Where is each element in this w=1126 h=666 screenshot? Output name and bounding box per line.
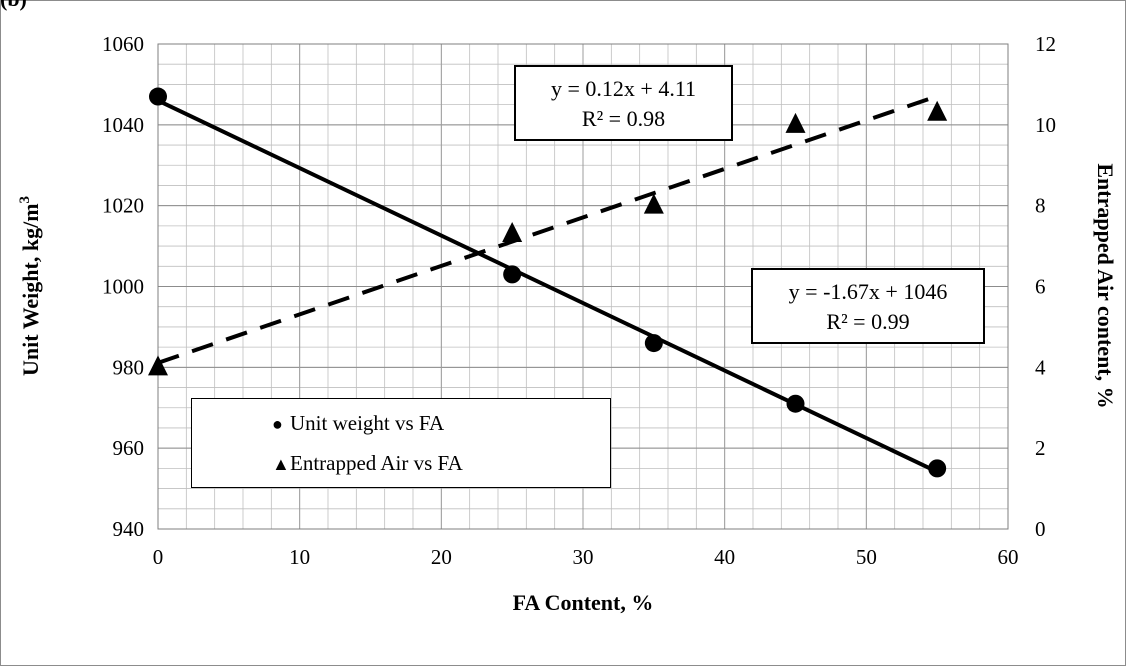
equation-box-unit-weight: y = -1.67x + 1046 R² = 0.99 — [751, 268, 985, 344]
x-tick-label: 0 — [153, 545, 164, 569]
y-left-tick-label: 940 — [113, 517, 145, 541]
point-entrapped-air — [502, 222, 522, 242]
y-left-tick-label: 1020 — [102, 194, 144, 218]
point-unit-weight — [149, 88, 167, 106]
y-left-tick-label: 1060 — [102, 32, 144, 56]
point-unit-weight — [645, 334, 663, 352]
y-right-tick-label: 0 — [1035, 517, 1046, 541]
y-right-tick-label: 10 — [1035, 113, 1056, 137]
legend-item-entrapped-air: ▲ Entrapped Air vs FA — [272, 451, 463, 476]
equation-text: y = -1.67x + 1046 — [753, 277, 983, 307]
x-tick-label: 30 — [573, 545, 594, 569]
x-tick-label: 60 — [998, 545, 1019, 569]
y-right-tick-label: 6 — [1035, 275, 1046, 299]
y-left-tick-label: 960 — [113, 436, 145, 460]
y-right-tick-label: 12 — [1035, 32, 1056, 56]
legend-label: Unit weight vs FA — [290, 411, 444, 436]
y-right-tick-label: 2 — [1035, 436, 1046, 460]
point-entrapped-air — [786, 113, 806, 133]
equation-box-entrapped-air: y = 0.12x + 4.11 R² = 0.98 — [514, 65, 733, 141]
y-left-tick-label: 1000 — [102, 275, 144, 299]
legend: ● Unit weight vs FA ▲ Entrapped Air vs F… — [191, 398, 611, 488]
y-axis-left-title-text: Unit Weight, kg/m — [18, 203, 43, 376]
x-tick-label: 10 — [289, 545, 310, 569]
x-axis-title: FA Content, % — [513, 590, 654, 615]
y-axis-right-title: Entrapped Air content, % — [1093, 163, 1118, 408]
y-axis-left-title-superscript: 3 — [17, 196, 33, 204]
triangle-marker-icon: ▲ — [272, 455, 290, 473]
equation-text: y = 0.12x + 4.11 — [516, 74, 731, 104]
y-left-tick-label: 980 — [113, 355, 145, 379]
y-left-tick-label: 1040 — [102, 113, 144, 137]
y-right-tick-label: 4 — [1035, 355, 1046, 379]
x-tick-label: 40 — [714, 545, 735, 569]
point-unit-weight — [503, 265, 521, 283]
r-squared-text: R² = 0.98 — [516, 104, 731, 134]
y-right-tick-label: 8 — [1035, 194, 1046, 218]
point-unit-weight — [787, 395, 805, 413]
x-tick-label: 20 — [431, 545, 452, 569]
legend-item-unit-weight: ● Unit weight vs FA — [272, 411, 444, 436]
x-tick-label: 50 — [856, 545, 877, 569]
legend-label: Entrapped Air vs FA — [290, 451, 463, 476]
circle-marker-icon: ● — [272, 415, 290, 433]
y-axis-left-title: Unit Weight, kg/m3 — [17, 196, 43, 376]
point-entrapped-air — [148, 355, 168, 375]
r-squared-text: R² = 0.99 — [753, 307, 983, 337]
point-unit-weight — [928, 459, 946, 477]
point-entrapped-air — [927, 101, 947, 121]
